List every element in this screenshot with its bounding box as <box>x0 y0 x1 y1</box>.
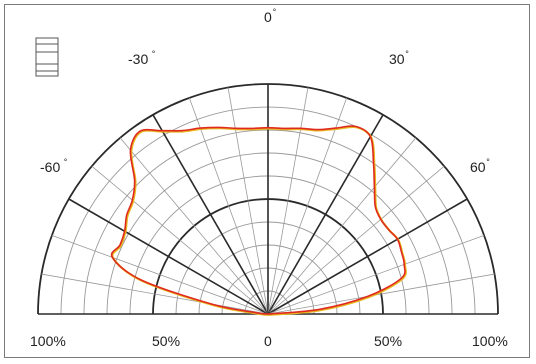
degree-symbol: ° <box>152 49 156 59</box>
degree-symbol: ° <box>273 7 277 17</box>
degree-symbol: ° <box>64 157 68 167</box>
grid-spoke <box>92 166 268 314</box>
radial-tick-label: 100% <box>30 333 66 349</box>
radial-tick-label: 0 <box>264 333 272 349</box>
curves <box>112 126 406 315</box>
legend-icon <box>36 38 58 76</box>
labels: 0 °-30 ° 30 °-60 ° 60 °100% 50% 0 50% 100% <box>30 7 508 349</box>
grid-spoke <box>268 138 416 314</box>
polar-grid <box>38 84 498 314</box>
grid-spoke <box>120 138 268 314</box>
radial-tick-label: 50% <box>374 333 402 349</box>
angle-label: 60 <box>470 159 486 175</box>
radial-tick-label: 50% <box>152 333 180 349</box>
grid-spoke <box>268 166 444 314</box>
radial-tick-label: 100% <box>472 333 508 349</box>
degree-symbol: ° <box>486 157 490 167</box>
angle-label: -30 <box>128 51 148 67</box>
degree-symbol: ° <box>405 49 409 59</box>
angle-label: -60 <box>40 159 60 175</box>
angle-label: 0 <box>264 9 272 25</box>
angle-label: 30 <box>389 51 405 67</box>
